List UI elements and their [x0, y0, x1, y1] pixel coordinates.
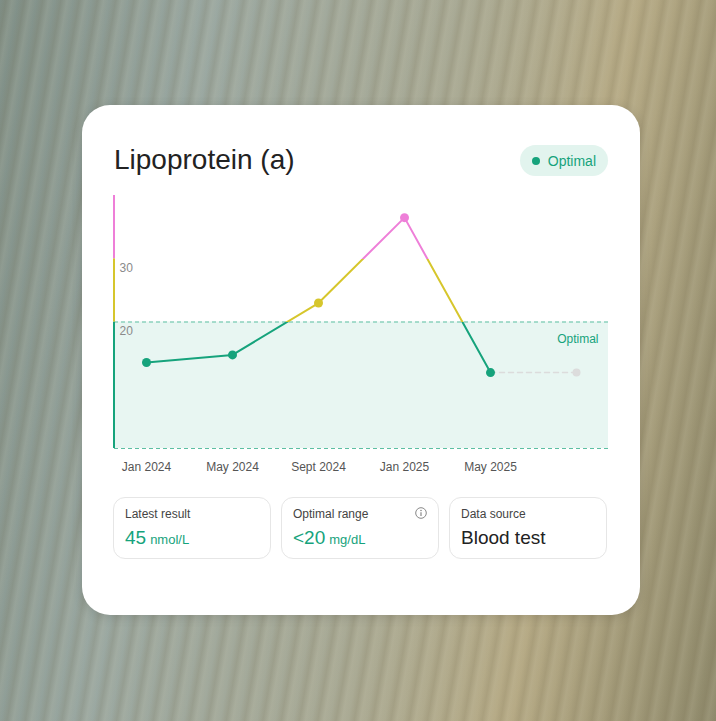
html-text:Optimal: Optimal: [547, 152, 596, 169]
svg-text:30: 30: [120, 261, 134, 275]
html-text:Blood test: Blood test: [461, 527, 546, 548]
svg-text:Jan 2024: Jan 2024: [122, 460, 172, 474]
svg-text:Optimal: Optimal: [557, 332, 598, 346]
html-text:45 nmol/L: 45 nmol/L: [125, 527, 190, 548]
html-text:Data source: Data source: [461, 507, 526, 521]
svg-text:Jan 2025: Jan 2025: [380, 460, 430, 474]
html-text:Lipoprotein (a): Lipoprotein (a): [114, 144, 295, 175]
html-text:Latest result: Latest result: [125, 507, 191, 521]
html-text:Optimal range: Optimal range: [293, 507, 369, 521]
svg-text:20: 20: [120, 324, 134, 338]
html-text:<20 mg/dL: <20 mg/dL: [293, 527, 366, 548]
svg-text:May 2025: May 2025: [464, 460, 517, 474]
svg-text:Sept 2024: Sept 2024: [291, 460, 346, 474]
svg-text:May 2024: May 2024: [206, 460, 259, 474]
